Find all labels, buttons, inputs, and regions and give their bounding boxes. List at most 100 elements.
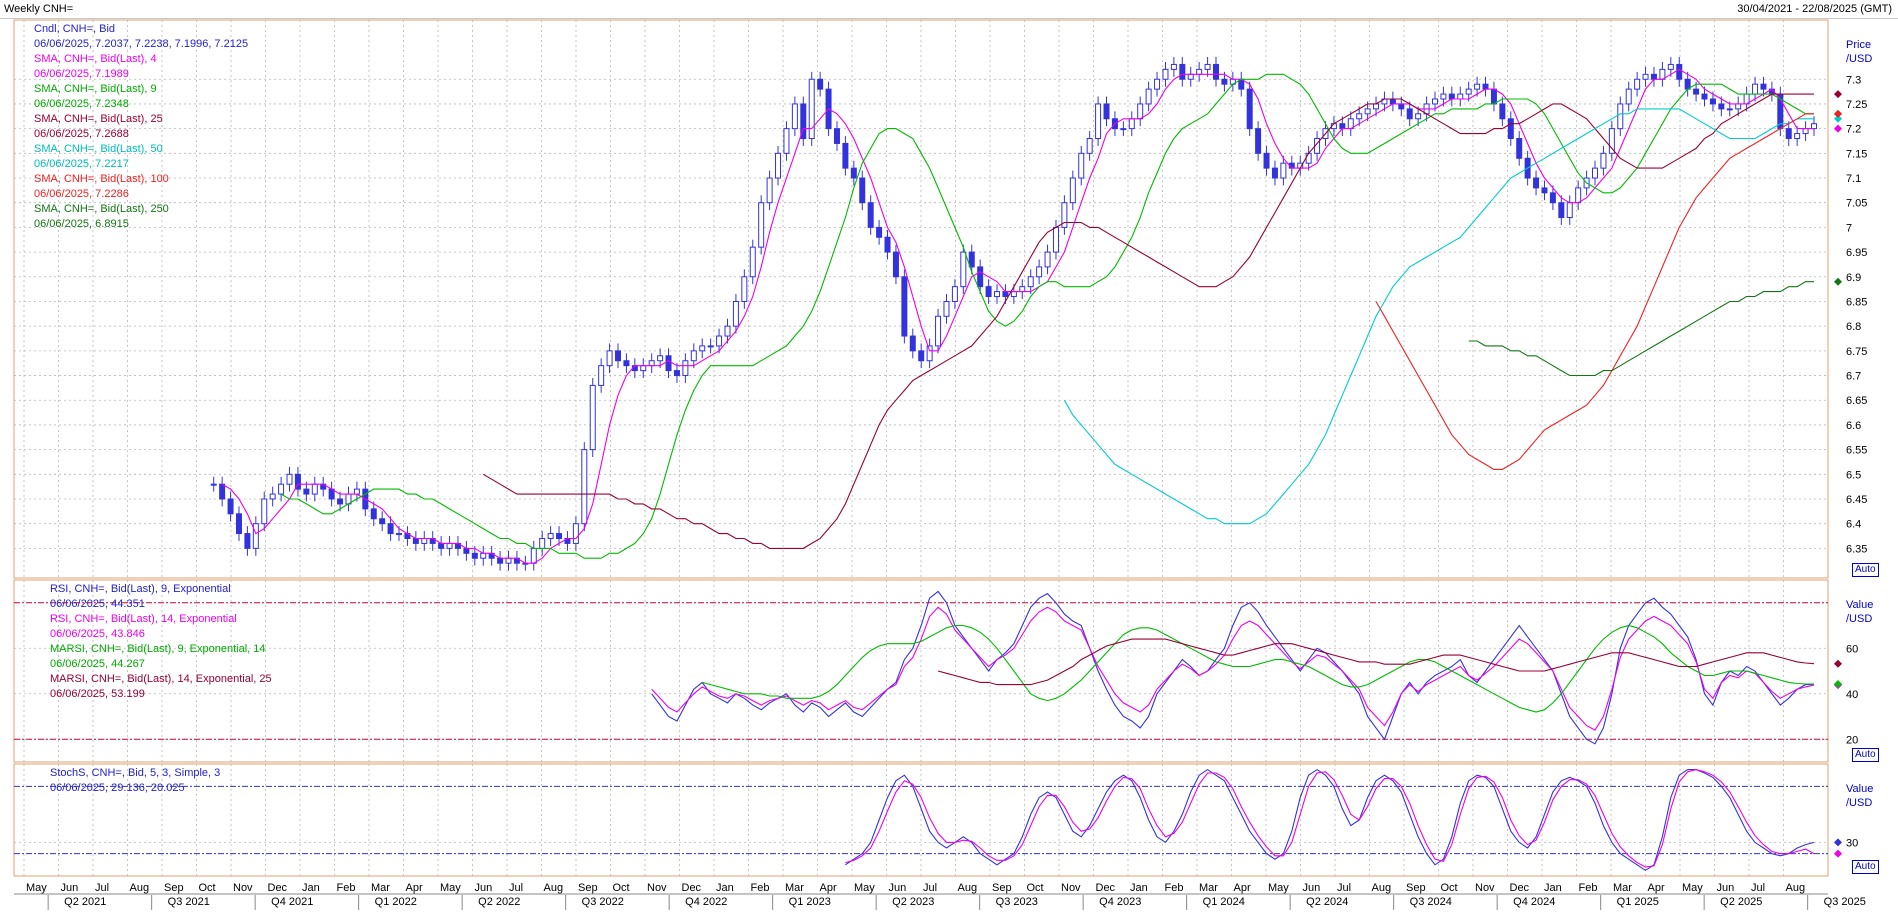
candle-body xyxy=(1558,202,1565,219)
candle-body xyxy=(859,177,866,204)
candle-body xyxy=(1490,88,1497,105)
price-y-tick-label: 7.3 xyxy=(1846,74,1861,86)
candle-body xyxy=(337,498,344,505)
candle-body xyxy=(968,251,975,268)
candle-body xyxy=(1448,93,1455,100)
x-month-tick-label: Jan xyxy=(1544,882,1562,894)
x-quarter-tick-label: Q4 2023 xyxy=(1099,896,1141,908)
x-quarter-tick-label: Q1 2022 xyxy=(375,896,417,908)
price-legend-label: SMA, CNH=, Bid(Last), 25 xyxy=(34,113,163,125)
candle-body xyxy=(918,350,925,362)
candle-body xyxy=(1600,152,1607,169)
rsi-auto-button[interactable]: Auto xyxy=(1852,748,1879,762)
candle-body xyxy=(1440,93,1447,100)
stoch-last-value-marker xyxy=(1834,838,1842,847)
candle-body xyxy=(244,533,251,549)
price-y-tick-label: 6.5 xyxy=(1846,469,1861,481)
candle-body xyxy=(1465,88,1472,95)
x-month-tick-label: Dec xyxy=(1096,882,1116,894)
price-y-tick-label: 7.25 xyxy=(1846,99,1867,111)
rsi-axis-title: Value /USD xyxy=(1846,599,1874,625)
x-month-tick-label: Aug xyxy=(958,882,978,894)
price-y-tick-label: 6.8 xyxy=(1846,321,1861,333)
x-month-tick-label: Sep xyxy=(1406,882,1426,894)
candle-body xyxy=(1204,63,1211,70)
candle-body xyxy=(732,300,739,327)
rsi-legend-label: RSI, CNH=, Bid(Last), 14, Exponential xyxy=(50,613,237,625)
price-series-line xyxy=(1063,108,1814,525)
price-auto-button[interactable]: Auto xyxy=(1852,563,1879,577)
candle-body xyxy=(261,498,268,525)
x-month-tick-label: Jul xyxy=(1337,882,1351,894)
candle-body xyxy=(1103,103,1110,120)
candle-body xyxy=(1196,68,1203,75)
candle-body xyxy=(665,355,672,372)
candle-body xyxy=(1027,276,1034,288)
stoch-legend: StochS, CNH=, Bid, 5, 3, Simple, 3 06/06/… xyxy=(50,766,220,796)
candle-body xyxy=(353,488,360,495)
rsi-last-value-marker xyxy=(1834,680,1842,689)
x-month-tick-label: Jun xyxy=(61,882,79,894)
candle-body xyxy=(1356,113,1363,120)
x-quarter-tick-label: Q3 2021 xyxy=(168,896,210,908)
candle-body xyxy=(581,449,588,525)
rsi-series-line xyxy=(651,606,1815,731)
candle-body xyxy=(1592,167,1599,179)
candle-body xyxy=(909,335,916,352)
candle-body xyxy=(210,483,217,486)
candle-body xyxy=(1499,103,1506,120)
price-legend-label: SMA, CNH=, Bid(Last), 4 xyxy=(34,53,157,65)
candle-body xyxy=(640,365,647,372)
price-y-tick-label: 6.45 xyxy=(1846,494,1867,506)
candle-body xyxy=(1431,98,1438,105)
candle-body xyxy=(480,552,487,559)
x-quarter-tick-label: Q4 2022 xyxy=(685,896,727,908)
x-quarter-tick-label: Q4 2021 xyxy=(271,896,313,908)
price-legend-value: 06/06/2025, 7.2348 xyxy=(34,98,129,110)
candle-body xyxy=(252,523,259,549)
x-month-tick-label: Jan xyxy=(1130,882,1148,894)
price-y-tick-label: 6.9 xyxy=(1846,272,1861,284)
price-last-value-marker xyxy=(1834,124,1842,133)
stoch-series-line xyxy=(845,769,1815,868)
x-month-tick-label: Nov xyxy=(233,882,253,894)
candle-body xyxy=(1036,266,1043,278)
x-month-tick-label: May xyxy=(1268,882,1289,894)
candle-body xyxy=(791,103,798,130)
rsi-legend-label: MARSI, CNH=, Bid(Last), 14, Exponential,… xyxy=(50,673,272,685)
candle-body xyxy=(286,473,293,485)
candle-body xyxy=(1002,291,1009,298)
x-quarter-tick-label: Q3 2024 xyxy=(1410,896,1452,908)
candle-body xyxy=(1760,83,1767,90)
candle-body xyxy=(657,355,664,362)
candle-body xyxy=(1693,88,1700,95)
candle-body xyxy=(1701,93,1708,100)
candle-body xyxy=(1541,187,1548,194)
x-month-tick-label: Sep xyxy=(164,882,184,894)
x-quarter-tick-label: Q1 2025 xyxy=(1617,896,1659,908)
candle-body xyxy=(589,384,596,451)
candle-body xyxy=(1457,93,1464,100)
x-month-tick-label: Mar xyxy=(1199,882,1218,894)
candle-body xyxy=(960,251,967,288)
x-month-tick-label: May xyxy=(1682,882,1703,894)
candle-body xyxy=(1120,128,1127,131)
candle-body xyxy=(235,513,242,535)
candle-body xyxy=(1406,108,1413,120)
candle-body xyxy=(1069,177,1076,204)
candle-body xyxy=(867,202,874,228)
candle-body xyxy=(1482,83,1489,90)
x-month-tick-label: Feb xyxy=(751,882,770,894)
x-month-tick-label: Dec xyxy=(268,882,288,894)
candle-body xyxy=(1726,108,1733,111)
x-month-tick-label: Apr xyxy=(820,882,837,894)
candle-body xyxy=(1010,291,1017,298)
x-quarter-tick-label: Q3 2023 xyxy=(996,896,1038,908)
stoch-auto-button[interactable]: Auto xyxy=(1852,860,1879,874)
rsi-y-tick-label: 60 xyxy=(1846,643,1858,655)
candle-body xyxy=(1650,73,1657,80)
candle-body xyxy=(1642,73,1649,80)
x-month-tick-label: Feb xyxy=(337,882,356,894)
x-month-tick-label: Jan xyxy=(302,882,320,894)
